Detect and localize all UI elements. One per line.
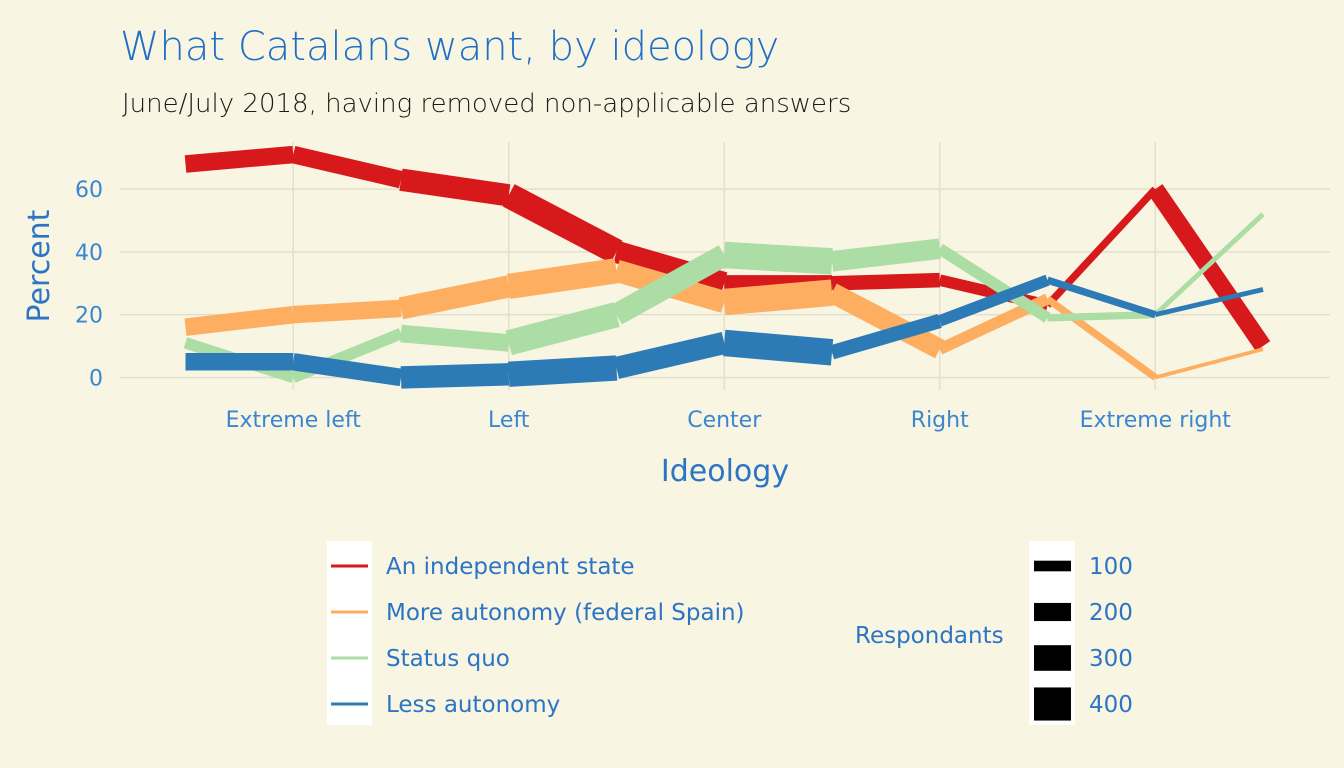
size-swatch: [1034, 645, 1071, 671]
series-segment: [1047, 311, 1156, 322]
x-tick-label: Right: [911, 408, 969, 433]
series-segment: [398, 275, 511, 320]
size-swatch: [1034, 602, 1071, 622]
series-segment: [506, 258, 619, 299]
size-legend: Respondants 100 200 300 400: [855, 541, 1133, 725]
size-legend-label: 200: [1089, 600, 1133, 626]
size-legend-label: 400: [1089, 692, 1133, 718]
series-line: [184, 258, 1264, 381]
x-tick-label: Extreme left: [226, 408, 362, 433]
size-legend-label: 300: [1089, 646, 1133, 672]
y-axis-label: Percent: [22, 209, 57, 322]
series-segment: [937, 274, 1050, 327]
series-segment: [184, 305, 295, 336]
series-segment: [502, 184, 623, 264]
series-segment: [936, 243, 1051, 323]
x-tick-label: Extreme right: [1080, 408, 1232, 433]
series-line: [184, 145, 1271, 352]
series-segment: [1154, 287, 1264, 318]
series-segment: [505, 302, 620, 356]
x-tick-label: Left: [488, 408, 530, 433]
legend-key-background: [327, 541, 372, 725]
size-legend-title: Respondants: [855, 623, 1004, 649]
plot-area: 0 20 40 60 Extreme left Left Center Right Extrem…: [75, 142, 1330, 433]
x-axis-label: Ideology: [661, 454, 789, 489]
x-tick-label: Center: [687, 408, 762, 433]
series-segment: [184, 145, 295, 173]
size-legend-label: 100: [1089, 554, 1133, 580]
chart-title: What Catalans want, by ideology: [120, 24, 779, 70]
series-line: [185, 274, 1264, 389]
series-segment: [830, 238, 941, 272]
series-segment: [611, 245, 730, 325]
series-segment: [400, 363, 510, 389]
series-segment: [508, 355, 618, 387]
size-swatch: [1034, 560, 1071, 572]
series-segment: [829, 313, 942, 360]
series-segment: [723, 279, 834, 316]
series-segment: [399, 168, 511, 207]
legend: An independent state More autonomy (feder…: [327, 541, 745, 725]
series-segment: [1154, 347, 1264, 380]
legend-label: Less autonomy: [386, 692, 560, 718]
size-swatch: [1034, 687, 1071, 721]
series-segment: [400, 324, 510, 352]
legend-label: An independent state: [386, 554, 635, 580]
y-tick-label: 40: [75, 241, 103, 266]
y-tick-label: 20: [75, 304, 103, 329]
series-segment: [831, 272, 940, 291]
y-tick-label: 60: [75, 178, 103, 203]
legend-label: More autonomy (federal Spain): [386, 600, 745, 626]
series-segment: [1153, 212, 1265, 317]
series-segment: [1045, 296, 1158, 381]
series-segment: [292, 299, 402, 324]
series-segment: [291, 353, 403, 387]
series-segment: [291, 146, 403, 189]
legend-label: Status quo: [386, 646, 510, 672]
y-tick-label: 0: [89, 366, 103, 391]
chart-subtitle: June/July 2018, having removed non-appli…: [122, 89, 851, 119]
series-segment: [1046, 276, 1157, 319]
series-segment: [723, 329, 834, 366]
series-segment: [613, 241, 728, 294]
series-segment: [613, 332, 727, 379]
series-segment: [827, 283, 945, 359]
series-segment: [723, 241, 833, 275]
